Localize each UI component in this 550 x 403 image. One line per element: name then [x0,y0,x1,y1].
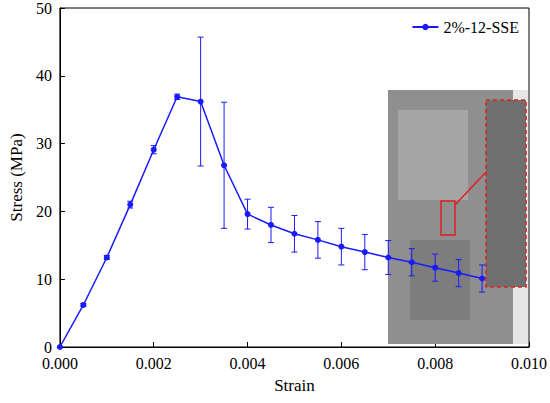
svg-text:40: 40 [36,67,52,84]
svg-text:10: 10 [36,271,52,288]
svg-text:30: 30 [36,135,52,152]
svg-text:0.002: 0.002 [136,355,172,372]
svg-text:Stress (MPa): Stress (MPa) [7,133,26,221]
svg-text:0.004: 0.004 [230,355,266,372]
svg-text:0: 0 [44,339,52,356]
svg-text:50: 50 [36,0,52,17]
svg-text:0.000: 0.000 [42,355,78,372]
svg-text:2%-12-SSE: 2%-12-SSE [443,19,519,36]
svg-text:0.010: 0.010 [511,355,547,372]
svg-text:0.006: 0.006 [323,355,359,372]
svg-text:20: 20 [36,203,52,220]
svg-text:0.008: 0.008 [417,355,453,372]
svg-text:Strain: Strain [274,376,315,395]
